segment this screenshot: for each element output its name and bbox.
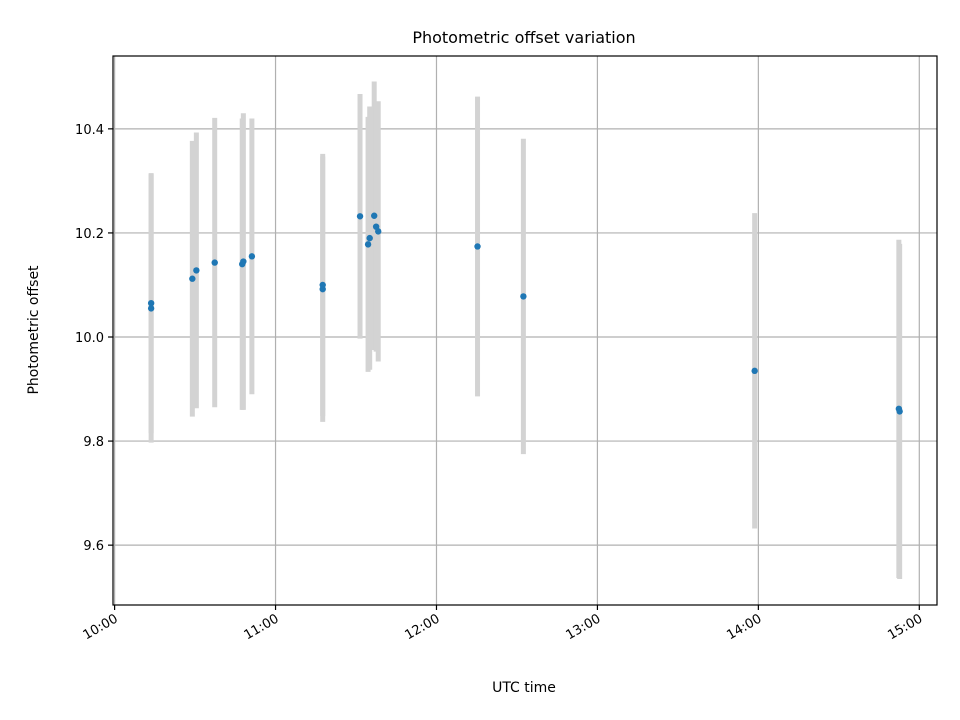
x-tick-label: 13:00 <box>563 611 603 643</box>
data-point <box>147 299 155 307</box>
y-tick-label: 10.0 <box>75 331 104 346</box>
plot-frame <box>112 55 938 606</box>
data-point <box>193 267 200 274</box>
data-point <box>240 258 247 265</box>
x-tick-label: 15:00 <box>885 611 925 643</box>
data-point <box>248 253 256 260</box>
y-tick-label: 9.8 <box>83 435 104 450</box>
data-point <box>896 408 903 415</box>
data-point <box>751 367 758 375</box>
data-point <box>520 293 527 300</box>
data-points <box>147 212 903 415</box>
data-point <box>364 241 372 248</box>
error-bars <box>148 81 903 579</box>
chart-title: Photometric offset variation <box>412 28 635 47</box>
data-point <box>474 243 481 250</box>
data-point <box>211 259 218 266</box>
y-tick-label: 9.6 <box>83 539 104 554</box>
y-axis-label: Photometric offset <box>26 265 42 395</box>
x-tick-label: 14:00 <box>724 611 764 643</box>
y-axis: 9.6 9.8 10.0 10.2 10.4 <box>75 123 113 554</box>
data-point <box>356 213 364 220</box>
data-point <box>189 275 196 282</box>
data-point <box>371 212 378 219</box>
x-axis: 10:00 11:00 12:00 13:00 14:00 15:00 <box>81 605 925 643</box>
y-tick-label: 10.2 <box>75 227 104 242</box>
x-tick-label: 12:00 <box>403 611 443 643</box>
y-tick-label: 10.4 <box>75 123 104 138</box>
data-point <box>147 305 155 312</box>
data-point <box>319 281 326 289</box>
x-tick-label: 11:00 <box>242 611 282 643</box>
x-axis-label: UTC time <box>492 680 556 696</box>
data-point <box>366 234 373 242</box>
data-point <box>375 228 382 235</box>
x-tick-label: 10:00 <box>81 611 121 643</box>
